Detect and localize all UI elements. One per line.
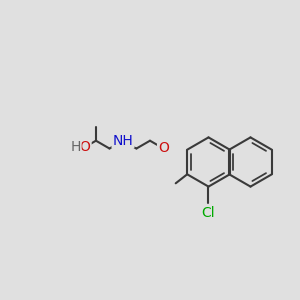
Text: O: O <box>158 142 169 155</box>
Text: NH: NH <box>112 134 133 148</box>
Text: O: O <box>80 140 91 154</box>
Text: H: H <box>70 140 81 154</box>
Text: Cl: Cl <box>202 206 215 220</box>
